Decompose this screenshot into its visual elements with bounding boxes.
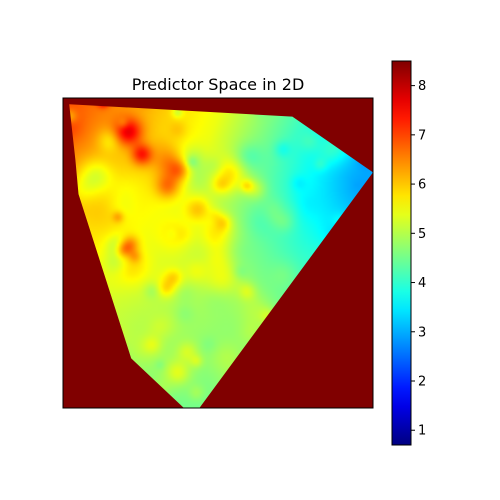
- colorbar-tick-label-2: 2: [418, 375, 426, 390]
- chart-title: Predictor Space in 2D: [132, 75, 305, 94]
- colorbar-tick-label-3: 3: [418, 325, 426, 340]
- colorbar-tick-label-8: 8: [418, 79, 426, 94]
- colorbar-tick-label-1: 1: [418, 424, 426, 439]
- colorbar-tick-label-6: 6: [418, 178, 426, 193]
- plot-frame: [62, 97, 374, 409]
- colorbar-tick-label-4: 4: [418, 276, 426, 291]
- colorbar-tick-label-7: 7: [418, 128, 426, 143]
- colorbar-frame: [391, 60, 412, 446]
- plot-area: [62, 97, 374, 409]
- colorbar-tick-label-5: 5: [418, 227, 426, 242]
- colorbar-ticks: 1 2 3 4 5 6 7 8: [411, 79, 426, 439]
- colorbar: 1 2 3 4 5 6 7 8: [391, 60, 426, 446]
- colorbar-gradient: [392, 61, 411, 445]
